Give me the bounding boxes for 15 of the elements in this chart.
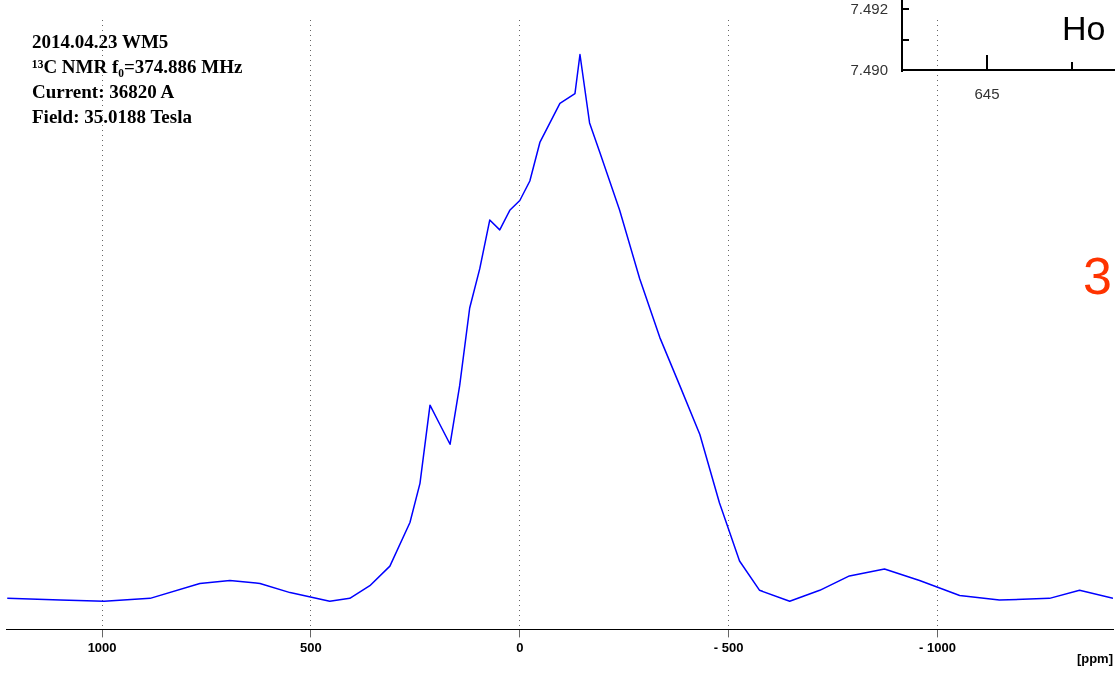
text: Ho <box>1062 9 1106 48</box>
annotation: ¹³C NMR f₀=374.886 MHz <box>32 56 244 77</box>
x-tick-label: 1000 <box>87 639 117 655</box>
x-axis-title: [ppm] <box>1076 651 1113 667</box>
x-tick-label: 0 <box>516 639 524 655</box>
annotation: Field: 35.0188 Tesla <box>32 106 193 127</box>
annotation: 645 <box>974 85 1000 103</box>
annotation: 7.490 <box>850 61 888 79</box>
x-tick-label: - 1000 <box>919 639 956 655</box>
annotation: Current: 36820 A <box>32 81 175 102</box>
x-tick-label: - 500 <box>713 639 744 655</box>
annotation: 3 <box>1083 247 1112 306</box>
text: 7.492 <box>850 0 888 18</box>
text: 2014.04.23 WM5 <box>32 31 169 52</box>
x-tick-label: 500 <box>300 639 322 655</box>
